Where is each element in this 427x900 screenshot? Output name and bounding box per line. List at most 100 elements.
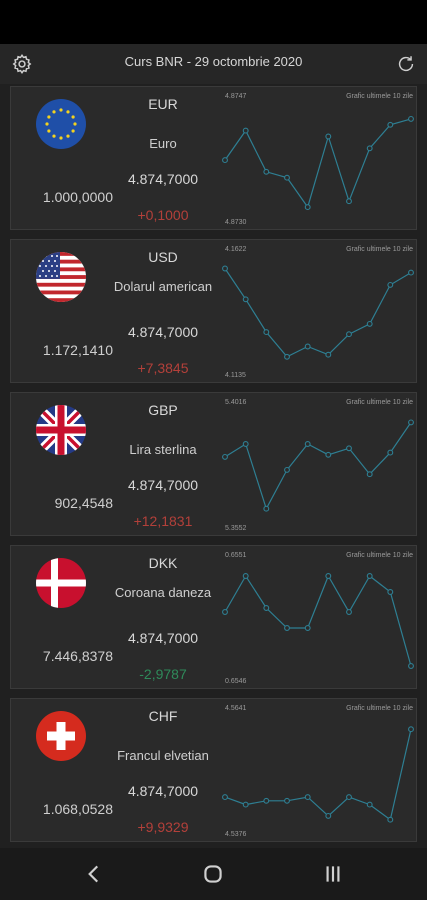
series-line	[224, 268, 412, 358]
chart-min-label: 4.1135	[225, 372, 246, 379]
data-point	[284, 353, 290, 360]
series-line	[224, 422, 412, 511]
dk-flag-icon	[36, 558, 86, 608]
chart-eur: 4.8747 4.8730 Grafic ultimele 10 zile	[219, 87, 417, 229]
data-point	[263, 605, 270, 611]
data-point	[387, 449, 394, 456]
series-line	[224, 729, 412, 821]
chart-max-label: 4.8747	[225, 93, 247, 100]
data-point	[387, 121, 394, 128]
recents-icon[interactable]	[313, 860, 353, 888]
chart-max-label: 4.1622	[225, 246, 247, 253]
data-point	[325, 133, 332, 140]
currency-name: Euro	[149, 136, 177, 151]
data-point	[222, 453, 228, 460]
chart-gbp: 5.4016 5.3552 Grafic ultimele 10 zile	[219, 393, 417, 535]
exchange-rate: 4.874,7000	[127, 783, 199, 799]
page-title: Curs BNR - 29 octombrie 2020	[124, 54, 303, 69]
data-point	[242, 441, 249, 447]
chart-chf: 4.5641 4.5376 Grafic ultimele 10 zile	[219, 699, 417, 841]
data-point	[387, 816, 394, 823]
currency-card-eur[interactable]: 1.000,0000 EUR Euro 4.874,7000 +0,1000 4…	[10, 86, 417, 230]
exchange-rate: 4.874,7000	[127, 477, 199, 493]
app-header: Curs BNR - 29 octombrie 2020	[0, 44, 427, 84]
data-point	[366, 573, 373, 579]
currency-code: USD	[148, 249, 178, 265]
rate-change: +12,1831	[133, 513, 193, 529]
refresh-icon[interactable]	[392, 50, 420, 78]
chart-max-label: 5.4016	[225, 399, 247, 406]
currency-name: Coroana daneza	[114, 585, 212, 600]
currency-code: EUR	[148, 96, 178, 112]
data-point	[284, 466, 290, 473]
back-icon[interactable]	[74, 860, 114, 888]
data-point	[325, 573, 332, 579]
data-point	[222, 265, 228, 272]
gear-icon[interactable]	[8, 50, 36, 78]
data-point	[304, 204, 311, 211]
data-point	[366, 471, 373, 478]
data-point	[242, 573, 249, 579]
data-point	[408, 115, 414, 122]
data-point	[325, 451, 332, 458]
data-point	[408, 269, 414, 276]
currency-card-dkk[interactable]: 7.446,8378 DKK Coroana daneza 4.874,7000…	[10, 545, 417, 689]
data-point	[325, 351, 332, 358]
currency-code: DKK	[148, 555, 178, 571]
chart-usd: 4.1622 4.1135 Grafic ultimele 10 zile	[219, 240, 417, 382]
currency-card-gbp[interactable]: 902,4548 GBP Lira sterlina 4.874,7000 +1…	[10, 392, 417, 536]
chart-dkk: 0.6551 0.6546 Grafic ultimele 10 zile	[219, 546, 417, 688]
rate-change: -2,9787	[139, 666, 187, 682]
data-point	[222, 609, 228, 615]
data-point	[366, 320, 373, 327]
data-point	[284, 797, 290, 804]
amount: 1.172,1410	[42, 342, 113, 358]
chart-title: Grafic ultimele 10 zile	[346, 399, 413, 406]
currency-name: Dolarul american	[113, 279, 213, 294]
amount: 1.000,0000	[42, 189, 113, 205]
chart-min-label: 4.5376	[225, 831, 247, 838]
data-point	[242, 801, 249, 808]
ch-flag-icon	[36, 711, 86, 761]
data-point	[242, 127, 249, 134]
exchange-rate: 4.874,7000	[127, 171, 199, 187]
data-point	[346, 198, 352, 205]
amount: 902,4548	[54, 495, 113, 511]
currency-list: 1.000,0000 EUR Euro 4.874,7000 +0,1000 4…	[10, 86, 417, 851]
eu-flag-icon	[36, 99, 86, 149]
series-line	[224, 118, 412, 209]
system-nav-bar	[0, 848, 427, 900]
series-line	[224, 574, 412, 667]
data-point	[346, 609, 352, 615]
data-point	[263, 505, 270, 512]
status-bar	[0, 0, 427, 44]
data-point	[304, 343, 311, 350]
data-point	[346, 794, 352, 801]
currency-card-usd[interactable]: 1.172,1410 USD Dolarul american 4.874,70…	[10, 239, 417, 383]
currency-name: Francul elvetian	[117, 748, 209, 763]
home-icon[interactable]	[193, 860, 233, 888]
data-point	[387, 281, 394, 288]
data-point	[284, 625, 290, 631]
chart-max-label: 0.6551	[225, 552, 247, 559]
chart-title: Grafic ultimele 10 zile	[346, 552, 413, 559]
data-point	[222, 157, 228, 164]
data-point	[304, 441, 311, 447]
data-point	[304, 625, 311, 631]
data-point	[366, 801, 373, 808]
data-point	[222, 794, 228, 801]
rate-change: +7,3845	[137, 360, 189, 376]
data-point	[387, 589, 394, 595]
line-chart: 4.1622 4.1135 Grafic ultimele 10 zile	[222, 246, 414, 379]
chart-title: Grafic ultimele 10 zile	[346, 705, 413, 712]
data-point	[408, 663, 414, 669]
currency-card-chf[interactable]: 1.068,0528 CHF Francul elvetian 4.874,70…	[10, 698, 417, 842]
data-point	[346, 445, 352, 452]
chart-min-label: 0.6546	[225, 678, 247, 685]
chart-min-label: 4.8730	[225, 219, 247, 226]
data-point	[304, 794, 311, 801]
currency-code: CHF	[148, 708, 178, 724]
data-point	[325, 812, 332, 819]
amount: 7.446,8378	[42, 648, 113, 664]
currency-code: GBP	[148, 402, 178, 418]
